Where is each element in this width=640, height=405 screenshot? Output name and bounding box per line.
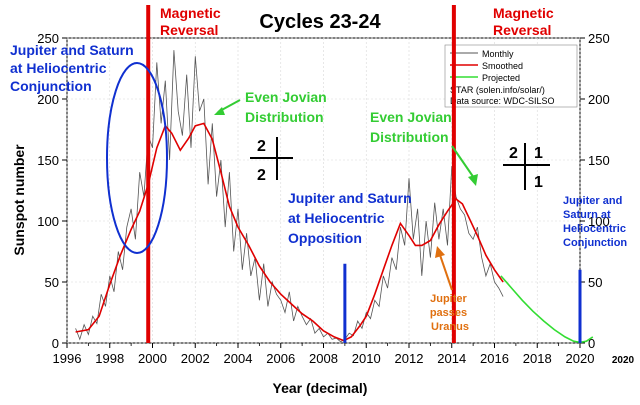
uranus-label: Jupiter passes Uranus	[430, 293, 470, 333]
grid	[66, 37, 581, 344]
x-tick-label: 2002	[181, 351, 210, 366]
y-tick-label-right: 200	[588, 92, 610, 107]
x-tick-label: 2006	[266, 351, 295, 366]
legend: Monthly Smoothed Projected STAR (solen.i…	[444, 44, 578, 108]
x-axis-label: Year (decimal)	[273, 380, 368, 396]
even-jovian-label-left: Even Jovian Distribution	[245, 89, 331, 125]
x-tick-label: 2012	[395, 351, 424, 366]
uranus-arrowhead	[435, 246, 445, 258]
even-jovian-arrow-right	[451, 145, 475, 179]
legend-label-projected: Projected	[482, 73, 520, 83]
fraction-right-top-left: 2	[509, 145, 518, 162]
extra-x-label-2020: 2020	[612, 355, 635, 366]
legend-source-star: STAR (solen.info/solar/)	[450, 85, 545, 95]
magnetic-reversal-label-left: Magnetic Reversal	[160, 5, 225, 38]
y-tick-label-right: 0	[588, 336, 595, 351]
y-tick-label-left: 200	[37, 92, 59, 107]
legend-label-smoothed: Smoothed	[482, 61, 523, 71]
x-tick-label: 2016	[480, 351, 509, 366]
y-tick-label-left: 250	[37, 31, 59, 46]
x-tick-label: 2010	[352, 351, 381, 366]
y-tick-label-left: 0	[52, 336, 59, 351]
y-tick-label-left: 50	[45, 275, 59, 290]
y-axis-label: Sunspot number	[11, 144, 27, 256]
fraction-left-bottom: 2	[257, 167, 266, 184]
even-jovian-arrowhead-left	[214, 107, 225, 115]
series-projected-line	[500, 275, 594, 344]
axis-ticks: 1996 1998 2000 2002 2004 2006 2008 2010 2012 2014…	[37, 31, 609, 366]
y-tick-label-right: 250	[588, 31, 610, 46]
x-tick-label: 2000	[138, 351, 167, 366]
fraction-right-top-right: 1	[534, 145, 543, 162]
chart-title: Cycles 23-24	[259, 11, 381, 33]
even-jovian-label-right: Even Jovian Distribution	[370, 109, 456, 145]
magnetic-reversal-label-right: Magnetic Reversal	[493, 5, 558, 38]
fraction-left: 2 2	[250, 137, 293, 184]
legend-label-monthly: Monthly	[482, 49, 514, 59]
conjunction-label-right: Jupiter and Saturn at Heliocentric Conju…	[563, 195, 629, 249]
y-tick-label-right: 150	[588, 153, 610, 168]
y-tick-label-right: 50	[588, 275, 602, 290]
legend-box	[444, 44, 578, 108]
conjunction-ellipse	[106, 62, 168, 254]
fraction-left-top: 2	[257, 138, 266, 155]
x-tick-label: 2018	[523, 351, 552, 366]
fraction-right: 2 1 1	[503, 143, 550, 191]
y-tick-label-left: 100	[37, 214, 59, 229]
opposition-label: Jupiter and Saturn at Heliocentric Oppos…	[288, 190, 416, 246]
conjunction-label-left: Jupiter and Saturn at Heliocentric Conju…	[10, 42, 138, 94]
fraction-right-bottom: 1	[534, 174, 543, 191]
uranus-arrow	[439, 254, 453, 291]
x-tick-label: 1998	[95, 351, 124, 366]
y-tick-label-right: 100	[588, 214, 610, 229]
even-jovian-arrowhead-right	[468, 174, 478, 186]
x-tick-label: 2004	[224, 351, 253, 366]
x-tick-label: 2008	[309, 351, 338, 366]
x-tick-label: 1996	[53, 351, 82, 366]
x-tick-label: 2020	[566, 351, 595, 366]
y-tick-label-left: 150	[37, 153, 59, 168]
legend-source-silso: Data source: WDC-SILSO	[450, 96, 555, 106]
series-smoothed-line	[75, 122, 504, 342]
x-tick-label: 2014	[437, 351, 466, 366]
